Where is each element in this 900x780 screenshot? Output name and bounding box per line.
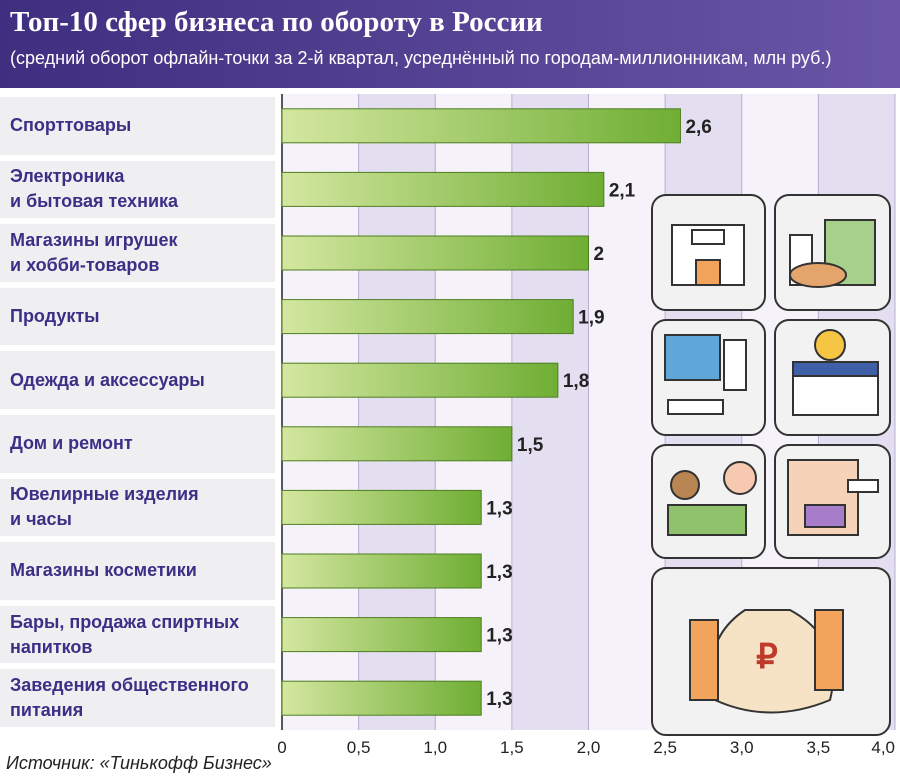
- bar: [281, 235, 589, 271]
- category-label: Электроника и бытовая техника: [0, 160, 275, 219]
- category-label: Заведения общественного питания: [0, 669, 275, 727]
- category-label: Одежда и аксессуары: [0, 351, 275, 409]
- category-label: Дом и ремонт: [0, 415, 275, 473]
- value-label: 1,5: [517, 435, 544, 456]
- chart-title: Топ-10 сфер бизнеса по обороту в России: [10, 6, 543, 38]
- value-label: 1,8: [563, 371, 589, 392]
- value-label: 1,3: [486, 498, 512, 519]
- category-label: Магазины игрушек и хобби-товаров: [0, 224, 275, 282]
- bar: [281, 680, 482, 716]
- bar: [281, 108, 681, 144]
- category-label: Бары, продажа спиртных напитков: [0, 605, 275, 664]
- x-tick-label: 0: [277, 738, 286, 757]
- value-label: 2,6: [685, 117, 711, 138]
- grid-band: [741, 94, 819, 730]
- value-label: 2: [594, 244, 605, 265]
- grid-band: [818, 94, 895, 730]
- x-tick-label: 2,0: [577, 738, 601, 757]
- value-label: 2,1: [609, 180, 636, 201]
- x-tick-label: 4,0: [871, 738, 895, 757]
- bar: [281, 171, 605, 207]
- bar: [281, 617, 482, 653]
- category-label: Магазины косметики: [0, 542, 275, 600]
- grid-band: [665, 94, 742, 730]
- x-tick-label: 2,5: [653, 738, 677, 757]
- bar: [281, 426, 513, 462]
- category-label: Продукты: [0, 287, 275, 346]
- chart-subtitle: (средний оборот офлайн-точки за 2-й квар…: [10, 48, 832, 68]
- bar: [281, 489, 482, 525]
- category-label: Спорттовары: [0, 97, 275, 155]
- header: [0, 0, 900, 88]
- x-tick-label: 3,5: [807, 738, 831, 757]
- x-tick-label: 1,5: [500, 738, 524, 757]
- x-tick-label: 3,0: [730, 738, 754, 757]
- value-label: 1,3: [486, 562, 512, 583]
- value-label: 1,9: [578, 308, 604, 329]
- bar: [281, 553, 482, 589]
- source: Источник: «Тинькофф Бизнес»: [6, 753, 272, 773]
- value-label: 1,3: [486, 689, 512, 710]
- x-tick-label: 1,0: [423, 738, 447, 757]
- category-label: Ювелирные изделия и часы: [0, 478, 275, 537]
- bar: [281, 362, 559, 398]
- value-label: 1,3: [486, 626, 512, 647]
- bar: [281, 299, 574, 335]
- x-tick-label: 0,5: [347, 738, 371, 757]
